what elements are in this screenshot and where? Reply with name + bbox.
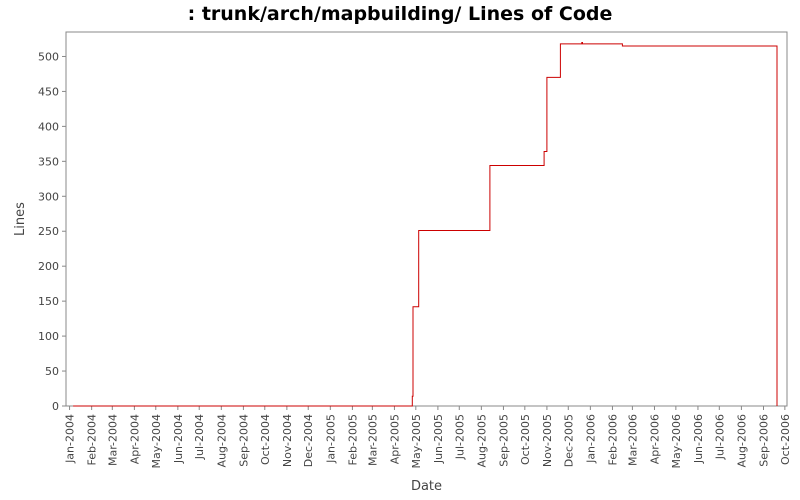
x-tick-label: Aug-2004 [215, 414, 228, 467]
x-tick-label: Jul-2006 [713, 414, 726, 460]
x-tick-label: Feb-2005 [346, 414, 359, 465]
x-tick-label: Sep-2005 [497, 414, 510, 467]
x-tick-label: Jan-2006 [584, 414, 597, 464]
x-axis-title: Date [411, 479, 442, 494]
y-tick-label: 150 [38, 295, 59, 308]
x-tick-label: Aug-2005 [475, 414, 488, 467]
x-tick-label: Sep-2004 [237, 414, 250, 467]
y-tick-label: 0 [52, 400, 59, 413]
y-axis-title: Lines [13, 202, 28, 236]
x-tick-label: Jun-2005 [432, 414, 445, 464]
y-tick-label: 100 [38, 330, 59, 343]
x-tick-label: May-2006 [670, 414, 683, 469]
x-tick-label: Mar-2006 [626, 414, 639, 466]
x-tick-label: Jan-2005 [324, 414, 337, 464]
y-tick-label: 400 [38, 120, 59, 133]
y-tick-label: 200 [38, 260, 59, 273]
x-tick-label: Apr-2006 [648, 414, 661, 464]
x-tick-label: Mar-2004 [106, 414, 119, 466]
y-tick-label: 350 [38, 155, 59, 168]
x-tick-label: Jun-2004 [172, 414, 185, 464]
x-tick-label: Aug-2006 [735, 414, 748, 467]
x-tick-label: Oct-2006 [779, 414, 792, 465]
x-tick-label: Apr-2004 [128, 414, 141, 464]
y-tick-label: 450 [38, 85, 59, 98]
y-tick-label: 500 [38, 50, 59, 63]
x-tick-label: Oct-2004 [259, 414, 272, 465]
plot-area [65, 31, 788, 407]
x-tick-label: May-2004 [150, 414, 163, 469]
x-tick-label: Sep-2006 [757, 414, 770, 467]
y-tick-label: 250 [38, 225, 59, 238]
x-tick-label: Nov-2004 [281, 414, 294, 467]
x-tick-label: Jun-2006 [692, 414, 705, 464]
x-tick-label: Feb-2006 [606, 414, 619, 465]
x-tick-label: Jan-2004 [64, 414, 77, 464]
x-tick-label: Apr-2005 [388, 414, 401, 464]
x-tick-label: Mar-2005 [366, 414, 379, 466]
x-tick-label: Feb-2004 [86, 414, 99, 465]
x-tick-label: Nov-2005 [541, 414, 554, 467]
chart-title: : trunk/arch/mapbuilding/ Lines of Code [187, 3, 613, 25]
y-tick-label: 300 [38, 190, 59, 203]
x-tick-label: Dec-2004 [302, 414, 315, 467]
x-tick-label: Jul-2004 [193, 414, 206, 460]
x-tick-label: May-2005 [410, 414, 423, 469]
x-tick-label: Oct-2005 [519, 414, 532, 465]
series-line [73, 42, 778, 407]
x-tick-label: Dec-2005 [562, 414, 575, 467]
y-tick-label: 50 [45, 365, 59, 378]
x-tick-label: Jul-2005 [453, 414, 466, 460]
